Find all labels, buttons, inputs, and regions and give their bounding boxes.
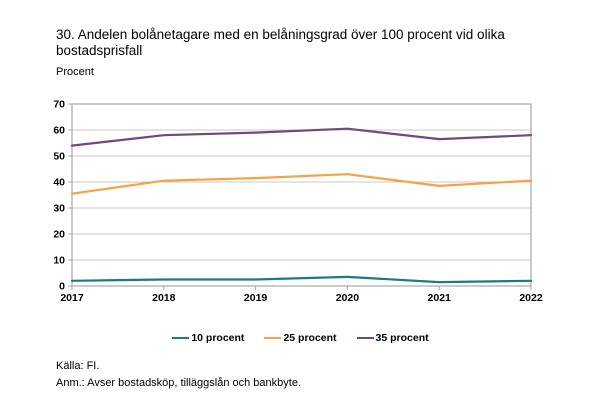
x-tick-label: 2021 [428, 292, 452, 304]
y-tick-label: 30 [53, 203, 65, 215]
series-line-10-procent [70, 275, 533, 284]
chart-title: 30. Andelen bolånetagare med en belåning… [56, 27, 505, 58]
y-tick-label: 10 [53, 255, 65, 267]
annotation-note: Anm.: Avser bostadsköp, tilläggslån och … [56, 376, 301, 389]
x-tick-label: 2018 [152, 292, 176, 304]
footer: Källa: FI. Anm.: Avser bostadsköp, tillä… [56, 358, 301, 391]
legend-label: 10 procent [191, 332, 245, 344]
y-tick-label: 60 [53, 125, 65, 137]
legend-swatch [356, 336, 374, 340]
source-note: Källa: FI. [56, 360, 100, 372]
y-tick-label: 20 [53, 229, 65, 241]
x-tick-label: 2020 [336, 292, 360, 304]
legend-item: 25 procent [264, 332, 337, 344]
plot-border [71, 103, 532, 287]
legend-item: 10 procent [172, 332, 244, 344]
x-tick-label: 2019 [244, 292, 268, 304]
unit-label: Procent [56, 66, 94, 78]
y-tick-label: 0 [59, 281, 65, 293]
legend-item: 35 procent [356, 332, 429, 344]
y-tick-label: 70 [53, 99, 65, 111]
series-line-35-procent [70, 127, 533, 147]
legend-label: 35 procent [375, 332, 429, 344]
legend-label: 25 procent [283, 332, 337, 344]
legend: 10 procent 25 procent 35 procent [0, 332, 601, 344]
series-line-25-procent [70, 173, 533, 195]
y-tick-label: 50 [53, 151, 65, 163]
line-chart: 0 10 20 30 40 50 60 70 2017 2018 2019 2020 2021 2022 [53, 99, 543, 305]
legend-swatch [172, 336, 190, 340]
legend-swatch [264, 336, 282, 340]
x-tick-label: 2022 [519, 292, 543, 304]
y-tick-label: 40 [53, 177, 65, 189]
x-tick-label: 2017 [60, 292, 84, 304]
